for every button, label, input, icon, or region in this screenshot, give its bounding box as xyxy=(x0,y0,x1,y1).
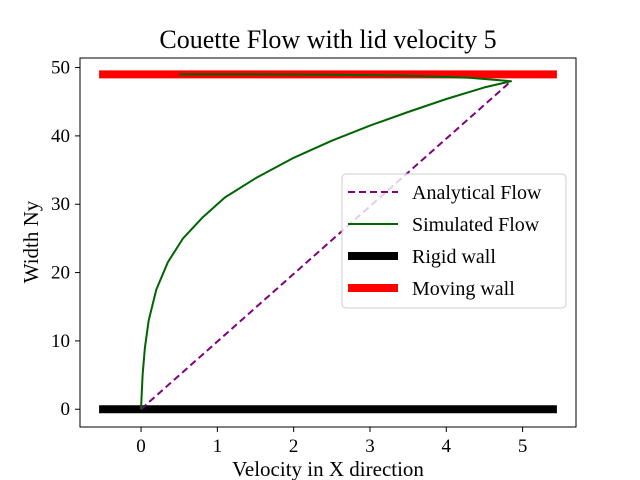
y-tick-label: 10 xyxy=(51,331,70,352)
x-tick-label: 4 xyxy=(442,436,452,457)
chart-title: Couette Flow with lid velocity 5 xyxy=(159,25,496,54)
y-axis-title: Width Ny xyxy=(19,200,43,283)
y-tick-label: 0 xyxy=(61,399,71,420)
legend-label: Moving wall xyxy=(412,278,515,300)
data-layer xyxy=(99,70,557,414)
legend: Analytical Flow Simulated Flow Rigid wall M… xyxy=(341,173,567,309)
legend-label: Rigid wall xyxy=(412,246,496,268)
x-tick-label: 2 xyxy=(289,436,299,457)
legend-label: Analytical Flow xyxy=(412,182,542,204)
plot-frame xyxy=(79,57,577,428)
y-tick-label: 30 xyxy=(51,194,70,215)
x-tick-label: 0 xyxy=(136,436,146,457)
legend-items: Analytical Flow Simulated Flow Rigid wall M… xyxy=(348,182,542,300)
y-tick-label: 20 xyxy=(51,263,70,284)
x-tick-label: 1 xyxy=(213,436,223,457)
x-tick-label: 5 xyxy=(518,436,528,457)
x-tick-label: 3 xyxy=(365,436,375,457)
legend-label: Simulated Flow xyxy=(412,214,540,236)
series-line-simulated-flow xyxy=(140,73,513,410)
y-tick-label: 40 xyxy=(51,126,70,147)
series-line-analytical-flow xyxy=(140,80,512,410)
x-axis-title: Velocity in X direction xyxy=(232,457,424,480)
y-tick-label: 50 xyxy=(51,58,70,79)
legend-box xyxy=(341,173,567,309)
